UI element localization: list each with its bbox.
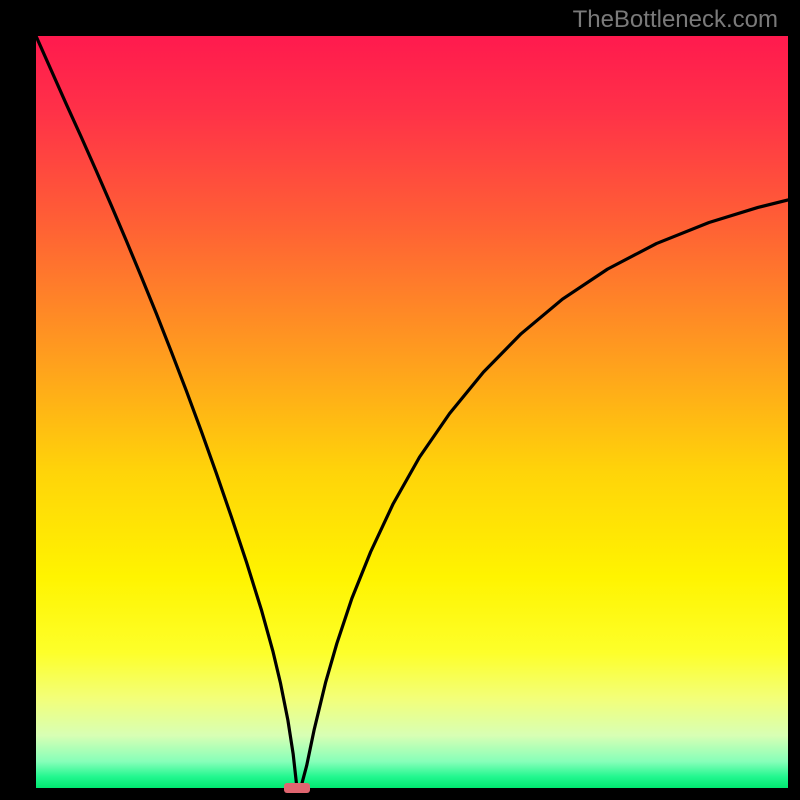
bottleneck-curve (36, 36, 788, 788)
plot-area (36, 36, 788, 788)
watermark-text: TheBottleneck.com (573, 6, 778, 34)
optimal-point-marker (284, 783, 310, 793)
chart-container: TheBottleneck.com (0, 0, 800, 800)
